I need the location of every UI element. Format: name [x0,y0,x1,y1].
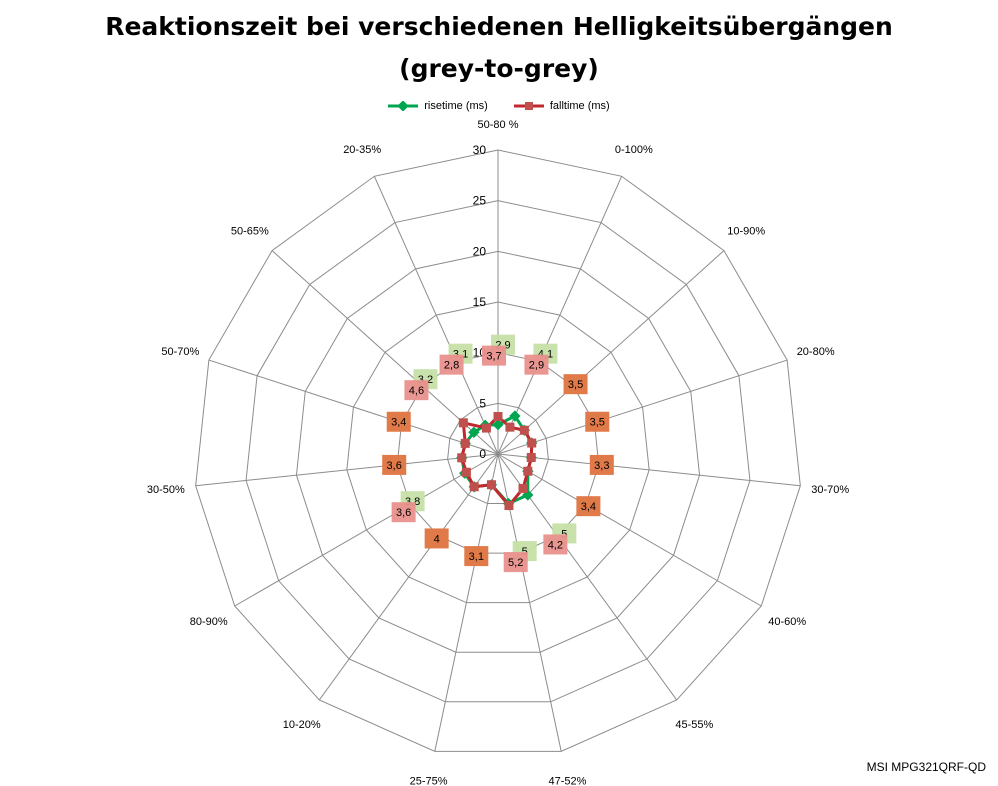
falltime-point [481,423,491,433]
data-label-box [503,552,528,573]
category-label: 50-80 % [478,119,519,131]
grid-spoke [434,453,499,752]
data-label-box [482,345,506,366]
legend-item-risetime: risetime (ms) [388,100,488,112]
data-label: 3,5 [568,379,583,391]
grid-ring-15 [346,301,650,604]
category-label: 80-90% [190,616,228,628]
grid-spoke [497,176,623,455]
tick-label: 5 [479,396,486,410]
category-label: 47-52% [548,776,586,786]
category-label: 20-35% [343,144,381,156]
grid-spoke [373,176,499,455]
data-label: 3,1 [469,551,484,563]
data-label-box [563,374,588,395]
data-label-box [576,496,601,517]
falltime-point [505,422,515,432]
category-label: 40-60% [768,616,806,628]
category-label: 50-65% [231,226,269,238]
grid-spoke [497,250,725,455]
falltime-point [493,412,503,422]
tick-label: 20 [473,244,487,258]
data-label: 4 [434,533,440,545]
data-label: 3,6 [387,460,402,472]
data-label-box [464,546,489,567]
category-label: 25-75% [410,776,448,786]
data-label: 5,2 [508,557,523,569]
risetime-point [492,418,504,431]
data-label-box [391,502,416,523]
grid-spoke [318,453,499,701]
data-label: 4,2 [548,539,563,551]
category-label: 50-70% [161,346,199,358]
falltime-point [460,438,470,448]
legend-swatch-falltime [513,102,544,110]
grid-spoke [195,453,499,487]
data-label: 2,8 [444,360,459,372]
risetime-point [468,426,480,438]
grid-spoke [497,453,801,487]
data-label-box [589,454,614,475]
grid-ring-5 [447,402,549,505]
falltime-point [526,452,536,462]
category-label: 10-90% [727,226,765,238]
category-label: 45-55% [675,719,713,731]
category-label: 10-20% [283,719,321,731]
data-label: 3,7 [486,351,501,363]
grid-ring-10 [396,352,600,554]
legend-swatch-risetime [388,101,419,111]
legend-label-falltime: falltime (ms) [549,100,610,112]
data-label-box [524,354,549,375]
data-label-box [404,380,429,401]
grid-spoke [208,359,499,455]
grid-spoke [234,453,499,607]
risetime-point [509,410,521,422]
series-line-falltime [460,415,534,508]
falltime-point [527,438,537,448]
grid-ring-25 [245,200,751,703]
data-label: 3,4 [391,417,406,429]
falltime-point [486,480,496,490]
falltime-point [504,501,514,511]
data-label: 3,3 [594,460,609,472]
footer-model-name: MSI MPG321QRF-QD [866,760,986,774]
falltime-point [461,467,471,477]
falltime-point [519,425,529,435]
category-label: 20-80% [797,346,835,358]
legend-label-risetime: risetime (ms) [424,100,488,112]
falltime-point [469,482,479,492]
grid-ring-20 [295,250,701,653]
data-label: 3,5 [590,417,605,429]
falltime-point [457,453,467,463]
data-label-box [543,534,568,555]
tick-label: 30 [473,143,487,157]
legend-item-falltime: falltime (ms) [513,100,610,112]
grid-spoke [497,453,762,607]
falltime-point [518,483,528,493]
data-label-box [424,528,449,549]
tick-label: 25 [473,194,487,208]
data-label: 2,9 [529,360,544,372]
data-label-box [439,354,464,375]
falltime-point [523,466,533,476]
category-label: 30-70% [811,484,849,496]
data-label: 3,6 [396,507,411,519]
data-label: 4,6 [409,385,424,397]
falltime-point [458,418,468,428]
data-label-box [386,411,411,432]
chart-subtitle: (grey-to-grey) [399,54,599,83]
category-label: 0-100% [615,144,653,156]
tick-label: 0 [479,447,486,461]
data-label-box [382,454,407,475]
tick-label: 15 [473,295,487,309]
grid-spoke [497,359,788,455]
grid-ring-30 [195,149,801,752]
data-label-box [585,411,610,432]
data-label: 3,4 [581,501,596,513]
chart-legend: risetime (ms) falltime (ms) [0,100,998,112]
chart-title: Reaktionszeit bei verschiedenen Helligke… [105,12,893,41]
category-label: 30-50% [147,484,185,496]
